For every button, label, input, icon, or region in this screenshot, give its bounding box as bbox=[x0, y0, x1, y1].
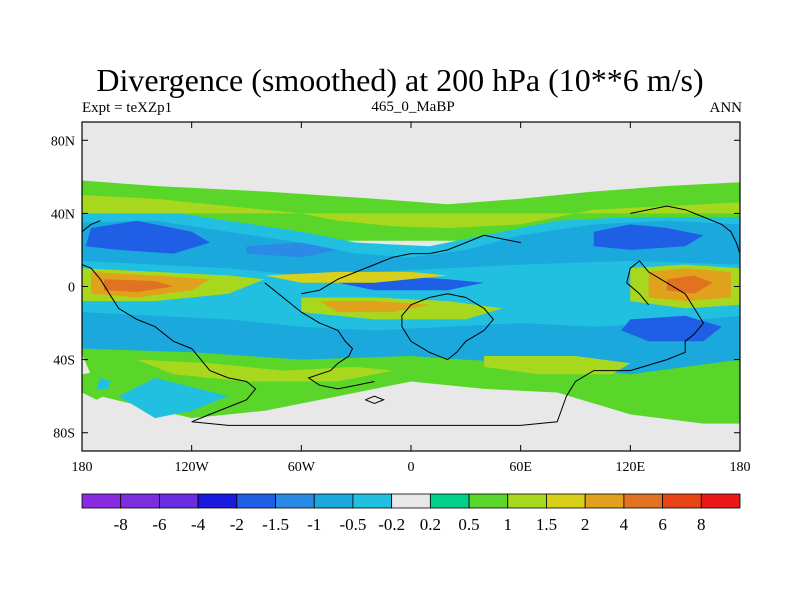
colorbar-swatch bbox=[623, 493, 663, 509]
coastlines bbox=[82, 205, 740, 426]
contour-region bbox=[593, 224, 704, 250]
colorbar-swatch bbox=[120, 493, 160, 509]
coastline bbox=[630, 205, 740, 254]
colorbar-swatch bbox=[81, 493, 122, 509]
contour-region bbox=[246, 242, 338, 258]
x-tick-label: 180 bbox=[730, 460, 751, 475]
contour-region bbox=[96, 377, 112, 389]
contour-region bbox=[621, 315, 722, 342]
colorbar-label: -1.5 bbox=[262, 515, 289, 534]
colorbar-label: 6 bbox=[658, 515, 667, 534]
colorbar-label: -0.5 bbox=[339, 515, 366, 534]
y-tick-label: 80N bbox=[51, 134, 75, 149]
colorbar-swatch bbox=[700, 493, 741, 509]
x-tick-label: 60E bbox=[509, 460, 532, 475]
chart-title: Divergence (smoothed) at 200 hPa (10**6 … bbox=[96, 62, 704, 98]
y-tick-label: 80S bbox=[53, 427, 75, 442]
colorbar-label: -8 bbox=[114, 515, 128, 534]
contour-region bbox=[82, 220, 740, 276]
coastline bbox=[264, 282, 375, 390]
colorbar-label: 2 bbox=[581, 515, 590, 534]
contour-region bbox=[264, 271, 448, 283]
x-tick-label: 120W bbox=[175, 460, 210, 475]
colorbar-swatch bbox=[429, 493, 470, 509]
colorbar-swatch bbox=[313, 493, 354, 509]
colorbar-swatch bbox=[584, 493, 625, 509]
coastline bbox=[82, 220, 101, 233]
x-tick-label: 0 bbox=[408, 460, 415, 475]
colorbar-swatch bbox=[391, 493, 431, 509]
colorbar-label: 1.5 bbox=[536, 515, 557, 534]
contour-region bbox=[319, 301, 430, 313]
colorbar-label: -4 bbox=[191, 515, 206, 534]
period-label: 465_0_MaBP bbox=[371, 99, 455, 115]
colorbar-swatch bbox=[507, 493, 547, 509]
contour-region bbox=[85, 220, 210, 254]
coastline bbox=[301, 234, 521, 295]
colorbar-label: 0.5 bbox=[458, 515, 479, 534]
y-tick-label: 40N bbox=[51, 207, 75, 222]
colorbar: -8 -6 -4 -2 -1.5 -1 -0.5 -0.2 0.2 0.5 1 1.5 2 4 6 8 bbox=[81, 493, 741, 534]
colorbar-label: 0.2 bbox=[420, 515, 441, 534]
colorbar-swatch bbox=[159, 493, 199, 509]
colorbar-swatch bbox=[197, 493, 238, 509]
colorbar-label: -2 bbox=[230, 515, 244, 534]
colorbar-swatch bbox=[275, 493, 315, 509]
coastline bbox=[82, 260, 705, 426]
contour-region bbox=[82, 195, 740, 228]
y-tick-label: 40S bbox=[53, 354, 75, 369]
contour-region bbox=[484, 356, 631, 375]
colorbar-label: 8 bbox=[697, 515, 706, 534]
colorbar-swatch bbox=[236, 493, 276, 509]
colorbar-label: -0.2 bbox=[378, 515, 405, 534]
colorbar-label: 4 bbox=[620, 515, 629, 534]
contour-region bbox=[118, 377, 229, 419]
coastline bbox=[401, 293, 494, 361]
colorbar-swatch bbox=[546, 493, 586, 509]
colorbar-swatch bbox=[662, 493, 702, 509]
contour-region bbox=[136, 359, 393, 382]
contour-fields bbox=[82, 180, 740, 424]
colorbar-label: -6 bbox=[152, 515, 166, 534]
x-tick-label: 60W bbox=[288, 460, 316, 475]
season-label: ANN bbox=[709, 100, 743, 116]
colorbar-swatch bbox=[468, 493, 509, 509]
x-tick-label: 120E bbox=[616, 460, 646, 475]
experiment-label: Expt = teXZp1 bbox=[82, 100, 173, 116]
x-tick-label: 180 bbox=[72, 460, 93, 475]
colorbar-label: 1 bbox=[504, 515, 513, 534]
y-tick-label: 0 bbox=[68, 281, 75, 296]
colorbar-label: -1 bbox=[307, 515, 321, 534]
coastline bbox=[365, 395, 385, 405]
colorbar-swatch bbox=[352, 493, 393, 509]
axes: 180 120W 60W 0 60E 120E 180 80N 40N 0 40S 80S bbox=[51, 122, 751, 475]
contour-region bbox=[103, 279, 174, 292]
